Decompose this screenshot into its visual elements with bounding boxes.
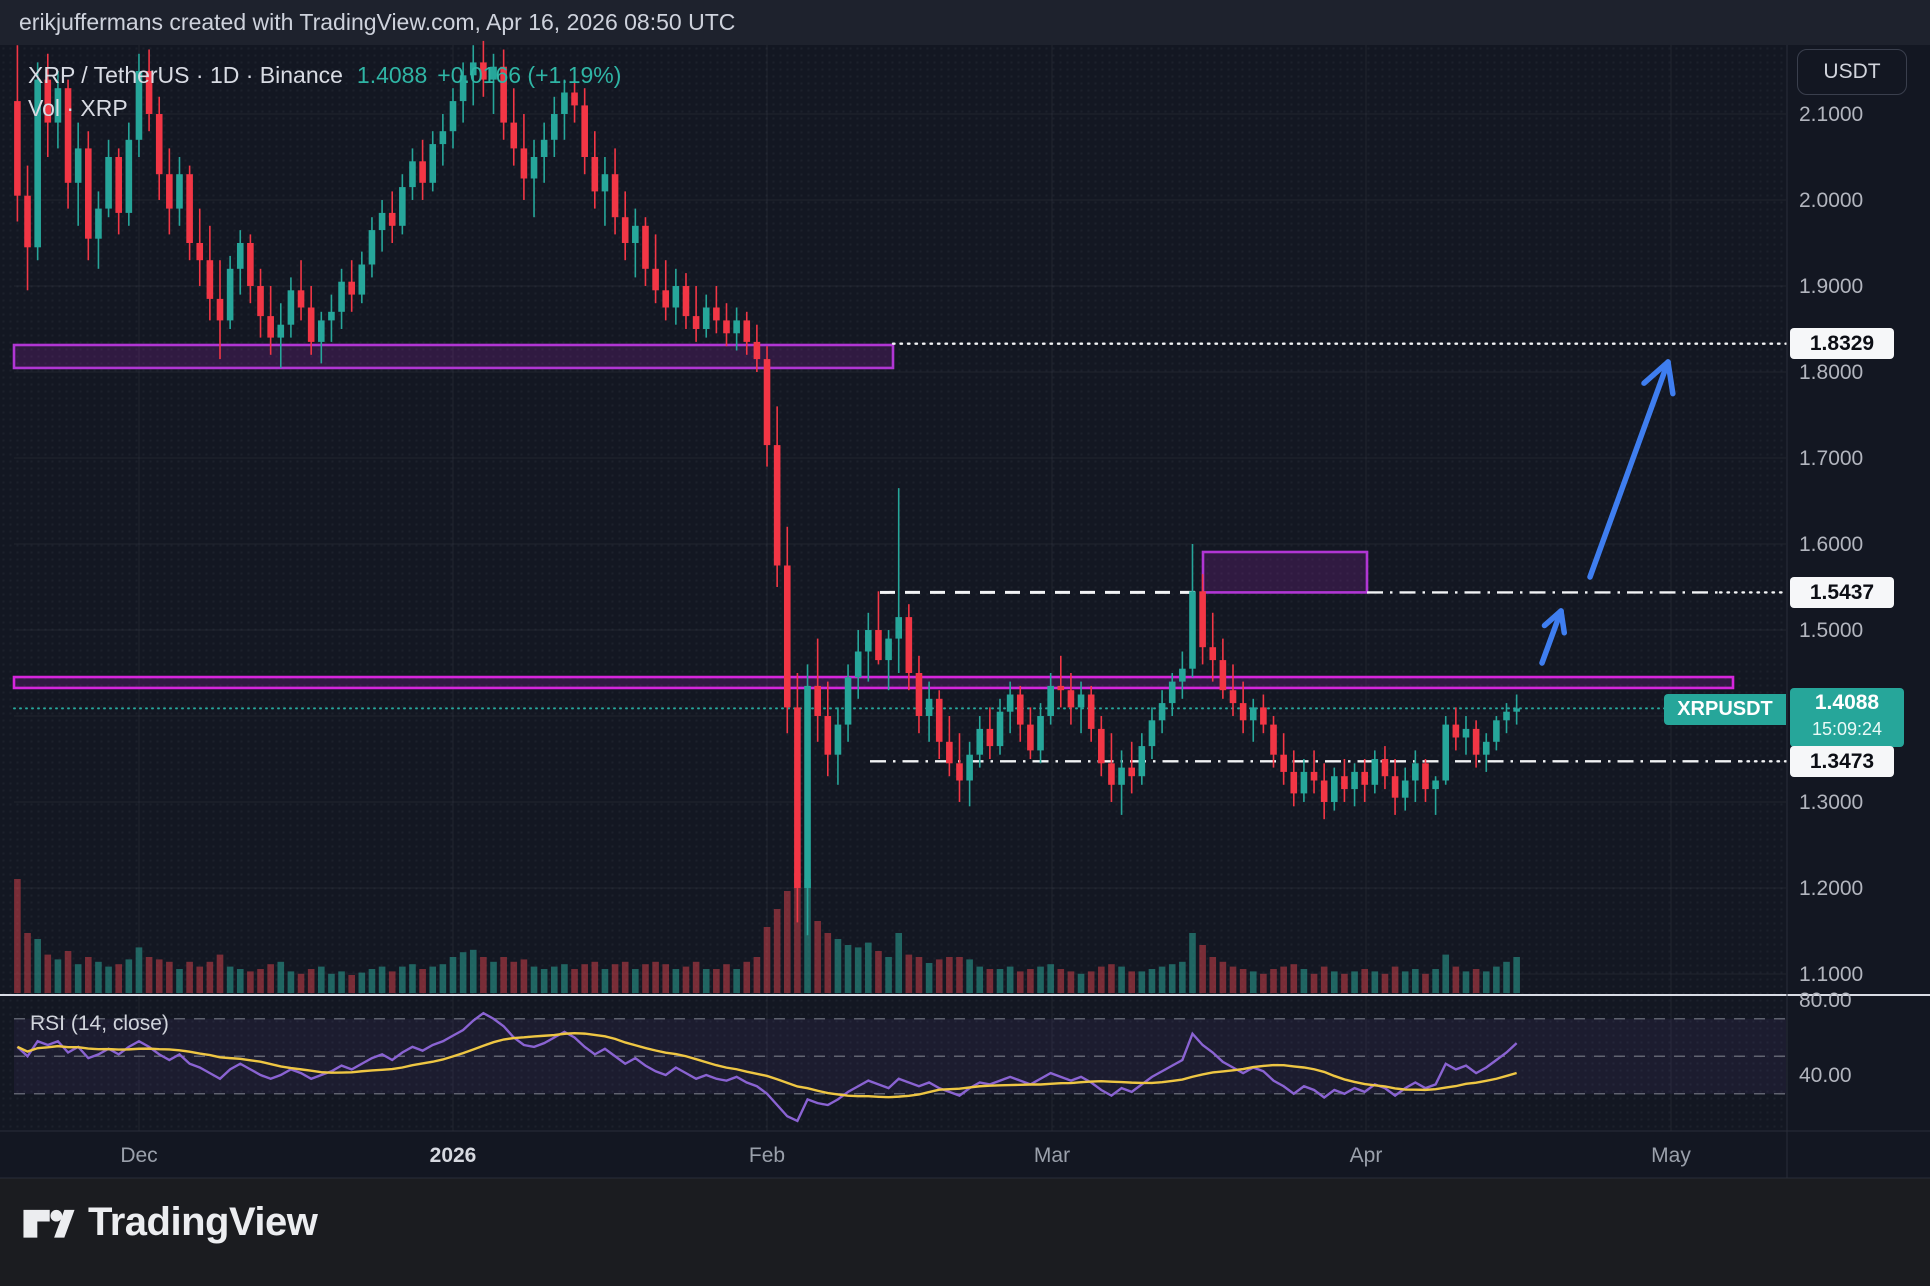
price-tick-1.2000: 1.2000 — [1799, 877, 1864, 900]
legend-row-volume[interactable]: Vol · XRP — [28, 95, 128, 122]
price-tick-1.6000: 1.6000 — [1799, 533, 1864, 556]
currency-toggle-button[interactable]: USDT — [1797, 49, 1907, 95]
watermark-text: erikjuffermans created with TradingView.… — [19, 9, 736, 35]
level-label-1.8329: 1.8329 — [1790, 328, 1894, 360]
rsi-indicator-label[interactable]: RSI (14, close) — [30, 1012, 169, 1035]
demand-band[interactable] — [12, 675, 1735, 690]
time-label-Dec[interactable]: Dec — [120, 1144, 158, 1167]
price-tick-1.3000: 1.3000 — [1799, 791, 1864, 814]
legend-change: +0.0166 (+1.19%) — [437, 62, 622, 88]
supply-demand-zones[interactable] — [12, 343, 1735, 690]
volume-series — [14, 873, 1520, 993]
legend-row-symbol[interactable]: XRP / TetherUS · 1D · Binance 1.4088 +0.01… — [28, 62, 621, 89]
bar-countdown: 15:09:24 — [1811, 719, 1883, 739]
price-tick-1.7000: 1.7000 — [1799, 447, 1864, 470]
price-level-lines[interactable] — [13, 342, 1788, 763]
volume-study-label[interactable]: Vol · XRP — [28, 95, 128, 121]
price-tick-2.1000: 2.1000 — [1799, 103, 1864, 126]
supply-zone-nov-jan[interactable] — [12, 343, 895, 370]
rsi-ma-line — [16, 1032, 1517, 1099]
attribution-bar: erikjuffermans created with TradingView.… — [0, 0, 1930, 45]
time-label-2026[interactable]: 2026 — [429, 1144, 477, 1167]
time-label-Apr[interactable]: Apr — [1349, 1144, 1383, 1167]
tradingview-logo[interactable]: TradingView — [22, 1200, 318, 1245]
price-tick-1.8000: 1.8000 — [1799, 361, 1864, 384]
rsi-pane[interactable] — [14, 1011, 1786, 1123]
trend-arrows[interactable] — [1539, 359, 1676, 666]
supply-zone-mar[interactable] — [1201, 550, 1369, 594]
price-tick-1.1000: 1.1000 — [1799, 963, 1864, 986]
time-label-Feb[interactable]: Feb — [748, 1144, 786, 1167]
symbol-price-tag: XRPUSDT — [1664, 694, 1786, 725]
time-label-May[interactable]: May — [1651, 1144, 1691, 1167]
level-label-1.5437: 1.5437 — [1790, 576, 1894, 608]
watermark-dot-texture — [0, 45, 1786, 1131]
up-arrow-1[interactable] — [1587, 359, 1676, 580]
tradingview-logo-text: TradingView — [88, 1200, 318, 1244]
time-label-Mar[interactable]: Mar — [1033, 1144, 1071, 1167]
price-tick-1.9000: 1.9000 — [1799, 275, 1864, 298]
rsi-tick-80.00: 80.00 — [1799, 989, 1852, 1012]
legend-last-price: 1.4088 — [356, 62, 428, 88]
tradingview-logo-icon — [23, 1209, 75, 1238]
price-tick-1.5000: 1.5000 — [1799, 619, 1864, 642]
last-price-axis-label: 1.4088 15:09:24 — [1790, 688, 1904, 747]
candlestick-series — [14, 40, 1520, 936]
rsi-tick-40.00: 40.00 — [1799, 1064, 1852, 1087]
rsi-line — [16, 1011, 1518, 1123]
level-label-1.3473: 1.3473 — [1790, 745, 1894, 777]
last-price-value: 1.4088 — [1814, 691, 1880, 714]
price-tick-2.0000: 2.0000 — [1799, 189, 1864, 212]
symbol-title[interactable]: XRP / TetherUS · 1D · Binance — [28, 62, 343, 88]
grid-lines — [14, 45, 1786, 1131]
up-arrow-2[interactable] — [1539, 608, 1568, 666]
